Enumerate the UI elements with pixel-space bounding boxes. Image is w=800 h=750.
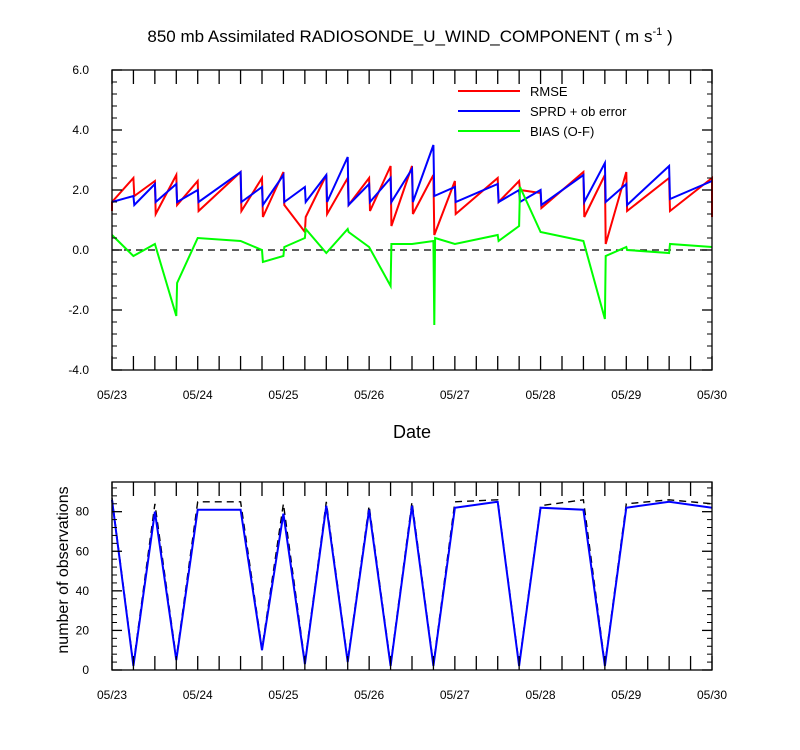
chart-2-y-tick-label: 20: [76, 623, 90, 637]
chart-1-y-tick-label: 6.0: [72, 63, 89, 77]
chart-1-y-tick-label: 0.0: [72, 243, 89, 257]
chart-1-y-tick-label: 4.0: [72, 123, 89, 137]
chart-2-y-tick-label: 0: [82, 663, 89, 677]
chart-2-x-tick-label: 05/29: [611, 688, 641, 702]
chart-2-x-tick-label: 05/30: [697, 688, 727, 702]
chart-1-title: 850 mb Assimilated RADIOSONDE_U_WIND_COM…: [147, 26, 672, 46]
chart-2-x-tick-label: 05/23: [97, 688, 127, 702]
chart-1-legend-label: RMSE: [530, 84, 568, 99]
chart-1-title-main: 850 mb Assimilated RADIOSONDE_U_WIND_COM…: [147, 27, 652, 46]
chart-2-series-possible: [111, 497, 713, 665]
chart-1-legend-label: SPRD + ob error: [530, 104, 627, 119]
chart-2-series-used: [111, 499, 713, 667]
chart-2-x-tick-label: 05/25: [268, 688, 298, 702]
chart-1-x-tick-label: 05/26: [354, 388, 384, 402]
chart-2-x-tick-label: 05/26: [354, 688, 384, 702]
chart-1-x-tick-label: 05/24: [183, 388, 213, 402]
chart-1-x-tick-label: 05/30: [697, 388, 727, 402]
chart-1-x-tick-label: 05/27: [440, 388, 470, 402]
chart-2-y-axis-label: number of observations: [55, 486, 72, 653]
chart-2-x-tick-label: 05/24: [183, 688, 213, 702]
chart-1-x-tick-label: 05/25: [268, 388, 298, 402]
chart-2-x-tick-label: 05/28: [526, 688, 556, 702]
chart-1-series-bias-o-f: [111, 186, 713, 326]
chart-1-x-tick-label: 05/29: [611, 388, 641, 402]
chart-2-x-tick-label: 05/27: [440, 688, 470, 702]
chart-1-title-end: ): [662, 27, 672, 46]
chart-1-x-tick-label: 05/23: [97, 388, 127, 402]
chart-1-x-axis-label: Date: [393, 422, 431, 442]
chart-1-title-superscript: -1: [652, 26, 662, 38]
chart-1-y-tick-label: 2.0: [72, 183, 89, 197]
chart-1-legend-label: BIAS (O-F): [530, 124, 594, 139]
chart-1-series-sprd-ob-error: [111, 144, 713, 209]
chart-1-x-tick-label: 05/28: [526, 388, 556, 402]
chart-1-y-tick-label: -4.0: [68, 363, 89, 377]
chart-2-y-tick-label: 40: [76, 584, 90, 598]
chart-2-y-tick-label: 80: [76, 505, 90, 519]
chart-2-y-tick-label: 60: [76, 544, 90, 558]
chart-1-y-tick-label: -2.0: [68, 303, 89, 317]
